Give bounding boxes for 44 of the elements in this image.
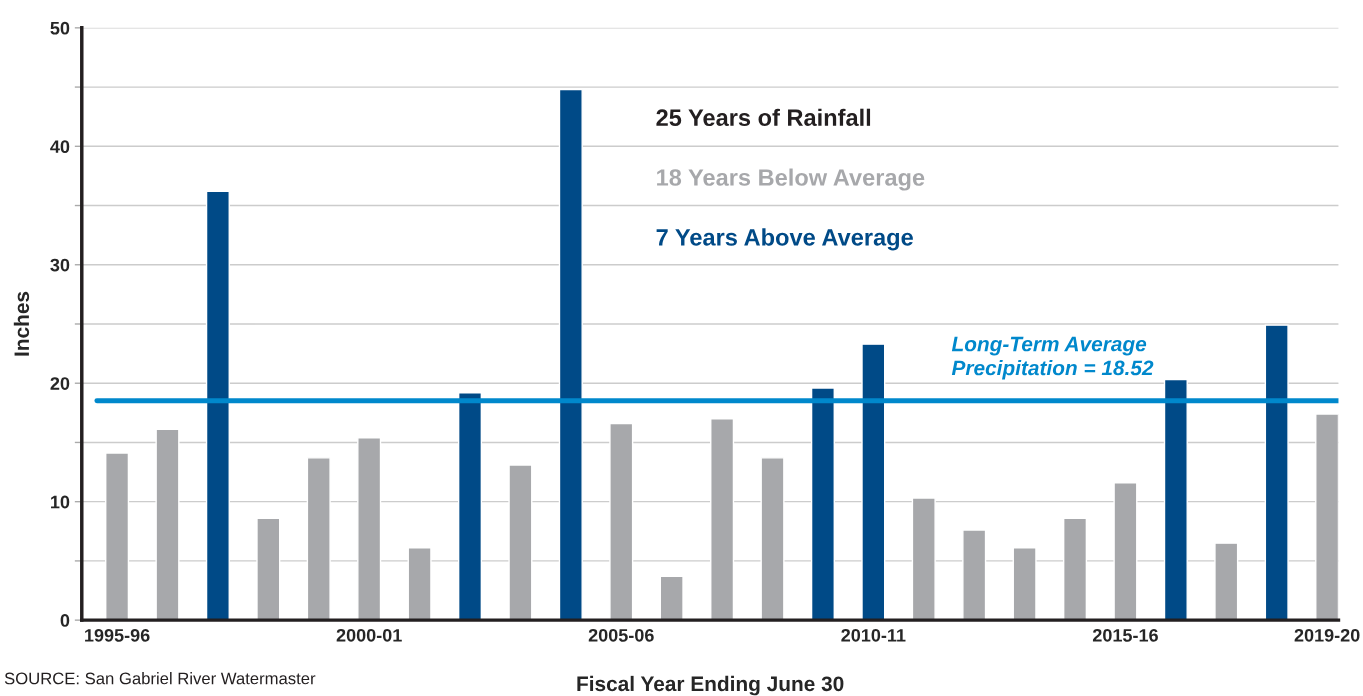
y-tick-label: 20 — [50, 377, 70, 390]
y-tick-label: 30 — [50, 258, 70, 272]
y-tick-label: 0 — [60, 614, 70, 627]
y-axis-title: Inches — [13, 291, 30, 356]
bar — [155, 428, 180, 621]
bar — [710, 418, 735, 621]
bar — [407, 547, 432, 621]
bar — [810, 387, 835, 621]
bar — [306, 457, 331, 621]
bar — [1214, 542, 1239, 621]
annotation: 7 Years Above Average — [656, 228, 913, 251]
annotation: 18 Years Below Average — [657, 168, 925, 191]
bar — [760, 457, 785, 621]
bar — [1113, 482, 1138, 621]
bar — [911, 497, 936, 621]
bar — [1062, 517, 1088, 621]
bar — [1163, 378, 1188, 621]
bar — [1264, 324, 1289, 621]
y-tick-label: 40 — [50, 140, 70, 154]
bar — [205, 190, 230, 621]
x-axis-title: Fiscal Year Ending June 30 — [577, 675, 844, 696]
bar — [508, 464, 533, 621]
bar — [609, 422, 634, 621]
x-tick-label: 2010-11 — [841, 628, 906, 642]
x-tick-label: 2005-06 — [588, 628, 654, 642]
bar — [457, 391, 483, 621]
x-tick-label: 1995-96 — [85, 628, 150, 642]
bar — [659, 575, 684, 621]
x-tick-label: 2015-16 — [1092, 628, 1158, 642]
bar — [1315, 413, 1339, 621]
x-tick-label: 2000-01 — [336, 628, 402, 642]
bar — [558, 88, 583, 621]
y-tick-label: 50 — [50, 21, 70, 35]
bar — [861, 343, 886, 621]
bar — [1012, 547, 1037, 621]
bar — [357, 437, 382, 621]
bar — [256, 517, 281, 621]
bar — [105, 452, 130, 621]
x-tick-label: 2019-20 — [1294, 628, 1360, 642]
y-tick-label: 10 — [51, 495, 70, 509]
source-note: SOURCE: San Gabriel River Watermaster — [4, 672, 316, 685]
bar — [962, 529, 987, 621]
annotation: 25 Years of Rainfall — [656, 108, 871, 127]
ref-line-label: Long-Term Average Precipitation = 18.52 — [951, 336, 1154, 380]
